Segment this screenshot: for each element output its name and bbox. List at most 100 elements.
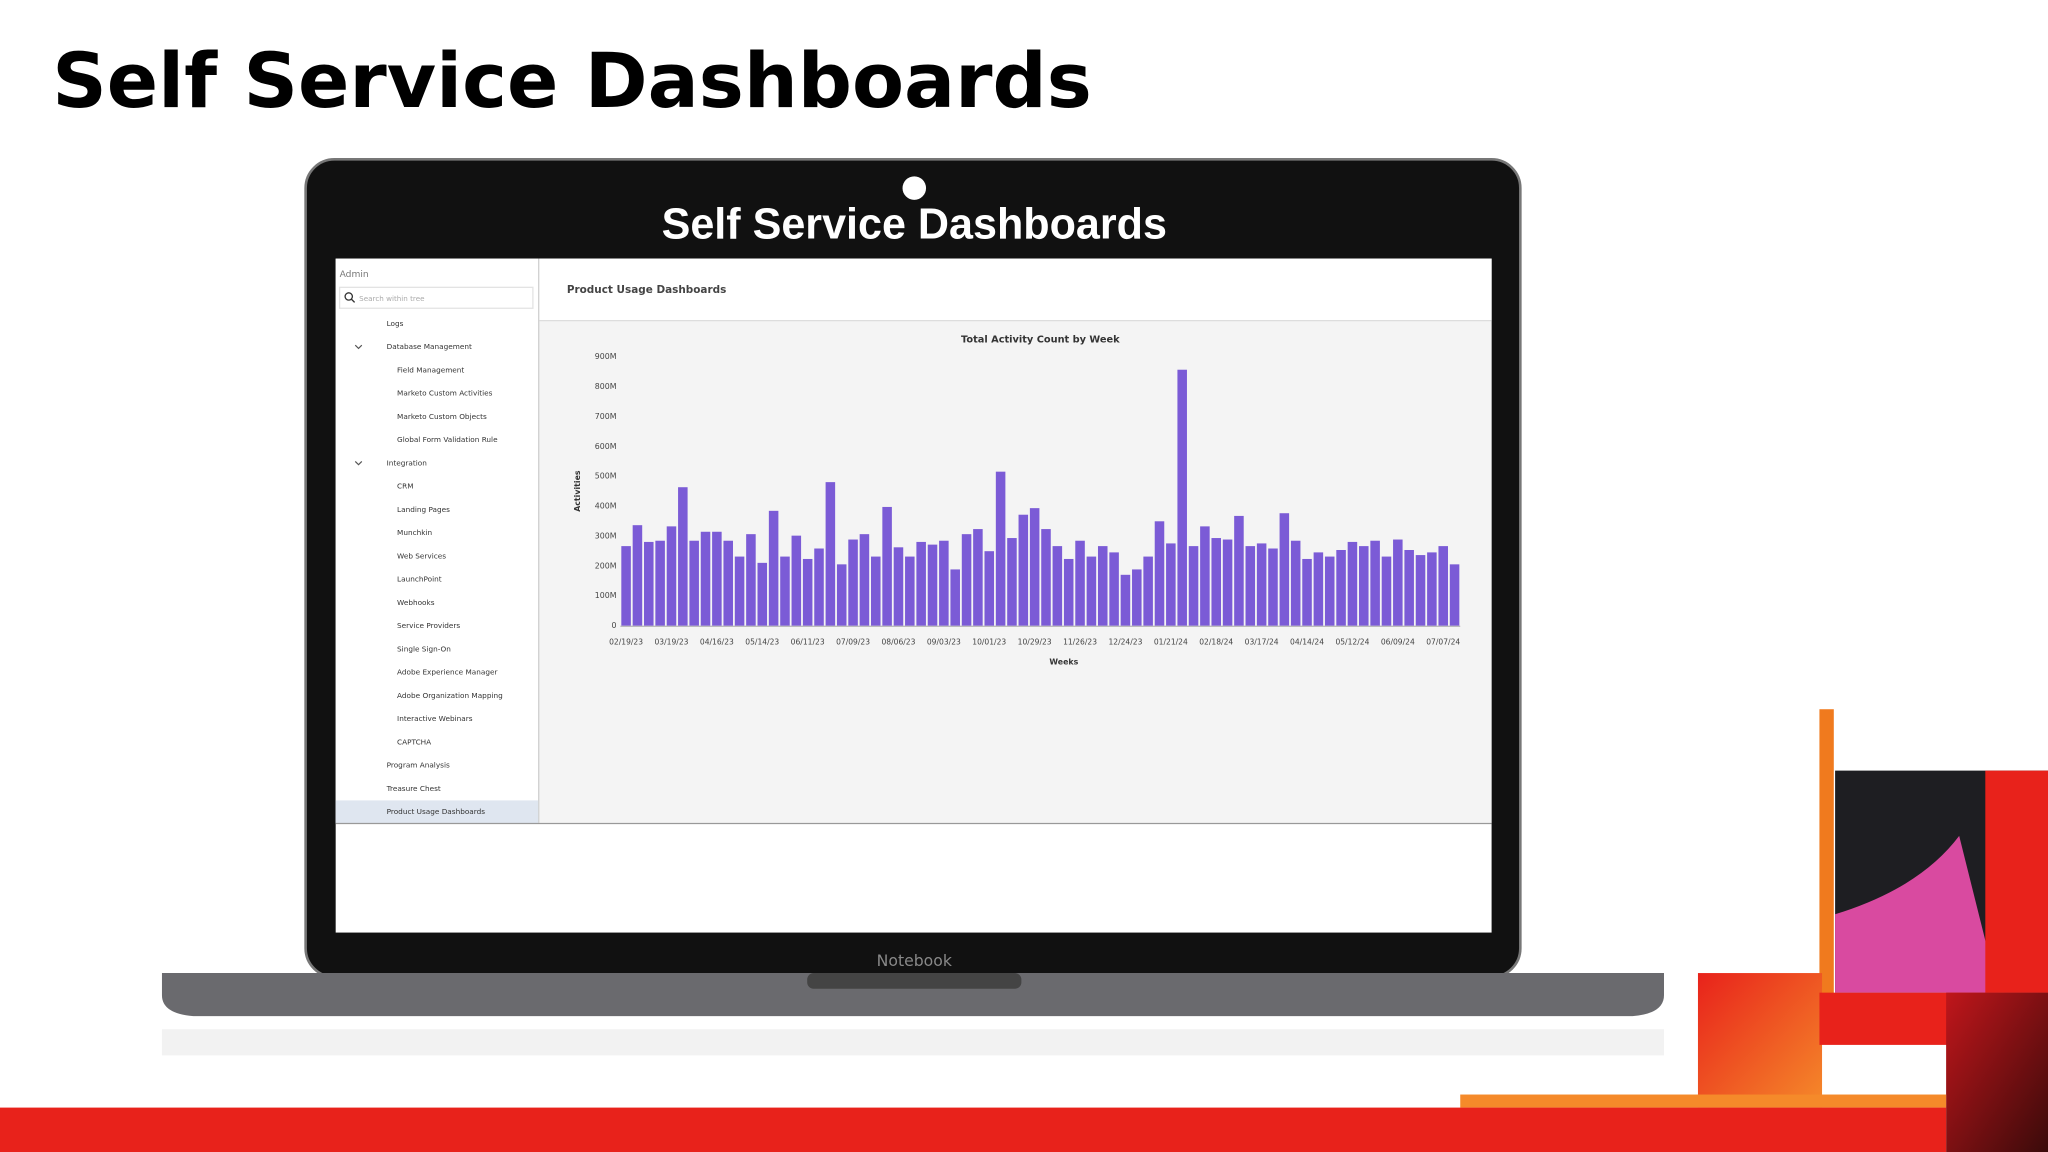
tree-child[interactable]: Adobe Organization Mapping: [397, 691, 503, 700]
tree-item[interactable]: Product Usage Dashboards: [387, 807, 486, 816]
laptop-notch: [807, 973, 1022, 989]
y-tick-label: 500M: [595, 472, 617, 481]
decor: [1946, 992, 2048, 1152]
panel-header: [539, 258, 1492, 320]
bar: [746, 534, 756, 626]
bar: [893, 547, 904, 626]
bar: [1381, 556, 1392, 626]
tree-item[interactable]: Program Analysis: [387, 761, 450, 770]
y-tick-label: 200M: [595, 561, 617, 570]
bar: [905, 556, 915, 626]
bar: [1324, 556, 1335, 626]
bar: [1211, 538, 1222, 626]
bar: [1166, 543, 1176, 626]
bar: [1404, 549, 1414, 626]
bar: [1256, 543, 1267, 626]
bar: [632, 525, 643, 626]
bar: [1188, 546, 1199, 626]
x-tick-label: 07/09/23: [836, 638, 870, 647]
bar: [757, 562, 768, 626]
bar: [1290, 540, 1301, 626]
bar: [1302, 558, 1312, 626]
bar: [1063, 558, 1074, 626]
bar: [621, 546, 631, 626]
bar: [689, 540, 699, 626]
x-tick-label: 02/18/24: [1199, 638, 1233, 647]
tree-child[interactable]: Marketo Custom Activities: [397, 389, 493, 398]
search-box[interactable]: [338, 286, 534, 309]
bar: [655, 540, 665, 626]
x-tick-label: 04/16/23: [700, 638, 734, 647]
tree-child[interactable]: Adobe Experience Manager: [397, 668, 497, 677]
x-tick-label: 11/26/23: [1063, 638, 1097, 647]
x-tick-label: 05/14/23: [745, 638, 779, 647]
bar: [1222, 539, 1233, 626]
sidebar-heading: Admin: [340, 270, 369, 280]
bar: [780, 556, 790, 626]
bar: [1234, 515, 1244, 626]
bar: [973, 529, 983, 626]
footer-bar: [0, 1107, 1947, 1152]
tree-child[interactable]: CAPTCHA: [397, 737, 431, 746]
y-tick-label: 800M: [595, 382, 617, 391]
y-tick-label: 600M: [595, 442, 617, 451]
screen-title: Self Service Dashboards: [662, 201, 1167, 249]
x-tick-label: 07/07/24: [1426, 638, 1460, 647]
tree-child[interactable]: Service Providers: [397, 621, 460, 630]
bar: [1370, 540, 1380, 626]
x-tick-label: 01/21/24: [1154, 638, 1188, 647]
tree-child[interactable]: Single Sign-On: [397, 644, 451, 653]
tree-child[interactable]: Marketo Custom Objects: [397, 412, 487, 421]
tree-item[interactable]: Integration: [387, 458, 427, 467]
bar: [1415, 555, 1426, 626]
bar: [961, 534, 972, 626]
bar: [1313, 552, 1324, 626]
tree-child[interactable]: Webhooks: [397, 598, 435, 607]
bar: [1177, 369, 1187, 626]
tree-child[interactable]: Interactive Webinars: [397, 714, 473, 723]
tree-child[interactable]: Landing Pages: [397, 505, 450, 514]
y-tick-label: 700M: [595, 412, 617, 421]
bar: [836, 564, 847, 626]
bar: [1029, 508, 1040, 626]
x-tick-label: 04/14/24: [1290, 638, 1324, 647]
bar: [1052, 546, 1063, 626]
decor: [1985, 770, 2048, 993]
tree-child[interactable]: LaunchPoint: [397, 575, 442, 584]
tree-item[interactable]: Database Management: [387, 342, 472, 351]
bar: [1154, 521, 1165, 626]
tree-child[interactable]: Munchkin: [397, 528, 432, 537]
y-tick-label: 100M: [595, 591, 617, 600]
bar: [1143, 556, 1153, 626]
decor: [1460, 1094, 1947, 1108]
laptop-brand: Notebook: [877, 951, 953, 970]
chevron: [354, 344, 363, 350]
tree-child[interactable]: Field Management: [397, 365, 464, 374]
decor: [1819, 709, 1834, 997]
tree-item[interactable]: Treasure Chest: [386, 784, 441, 793]
decor-image: [1835, 835, 1999, 993]
y-tick-label: 400M: [595, 502, 617, 511]
x-tick-label: 06/11/23: [791, 638, 825, 647]
bar: [848, 539, 858, 626]
bar: [768, 510, 779, 626]
bar: [1097, 546, 1108, 626]
y-axis-label: Activities: [573, 470, 582, 512]
bar: [1268, 548, 1278, 626]
bar: [1109, 552, 1119, 626]
tree-item[interactable]: Logs: [387, 319, 404, 328]
bar: [734, 556, 745, 626]
bar: [1427, 552, 1437, 626]
tree-child[interactable]: Web Services: [397, 551, 446, 560]
bar: [1086, 556, 1097, 626]
decor: [1697, 973, 1823, 1108]
y-tick-label: 300M: [595, 531, 617, 540]
bar: [1007, 538, 1017, 626]
bar: [995, 471, 1006, 626]
bar: [1279, 513, 1290, 626]
search-icon: [344, 292, 354, 301]
tree-child[interactable]: CRM: [397, 482, 413, 491]
bar: [927, 544, 938, 626]
tree-child[interactable]: Global Form Validation Rule: [397, 435, 498, 444]
